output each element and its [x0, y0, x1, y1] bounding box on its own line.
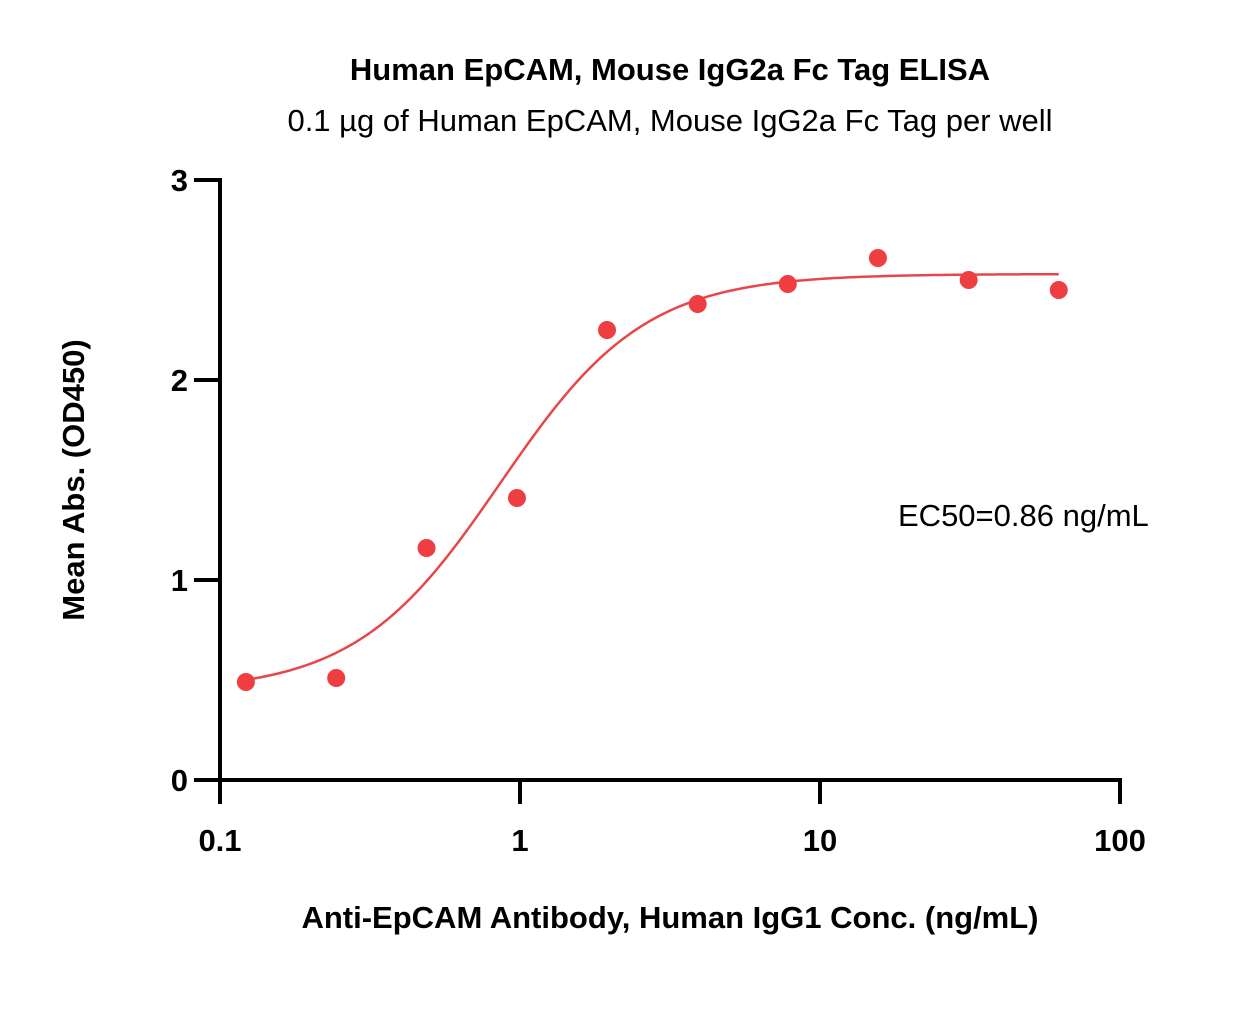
- data-point: [327, 669, 346, 687]
- y-axis: 0 1 2 3: [171, 163, 222, 798]
- data-point: [778, 275, 797, 293]
- data-point: [507, 489, 526, 507]
- x-ticks: 0.1 1 10 100: [198, 780, 1146, 858]
- x-tick-label: 1: [511, 823, 528, 858]
- data-point: [688, 295, 707, 313]
- chart-title: Human EpCAM, Mouse IgG2a Fc Tag ELISA: [350, 52, 990, 87]
- data-point: [868, 249, 887, 267]
- y-tick-label: 0: [171, 763, 188, 798]
- data-point: [598, 321, 617, 339]
- y-tick-label: 2: [171, 363, 188, 398]
- ec50-annotation: EC50=0.86 ng/mL: [898, 498, 1149, 533]
- y-axis-label: Mean Abs. (OD450): [56, 339, 91, 620]
- chart-subtitle: 0.1 µg of Human EpCAM, Mouse IgG2a Fc Ta…: [287, 103, 1052, 138]
- x-tick-label: 0.1: [198, 823, 241, 858]
- data-points: [236, 249, 1068, 691]
- plot-area: [236, 249, 1068, 691]
- data-point: [959, 271, 978, 289]
- y-tick-label: 1: [171, 563, 188, 598]
- x-tick-label: 10: [803, 823, 837, 858]
- fit-curve: [245, 272, 1059, 682]
- data-point: [236, 673, 255, 691]
- x-axis-label: Anti-EpCAM Antibody, Human IgG1 Conc. (n…: [301, 900, 1038, 935]
- y-tick-label: 3: [171, 163, 188, 198]
- data-point: [417, 539, 436, 557]
- x-axis: 0.1 1 10 100: [196, 778, 1146, 858]
- x-tick-label: 100: [1094, 823, 1146, 858]
- y-ticks: 0 1 2 3: [171, 163, 220, 798]
- data-point: [1049, 281, 1068, 299]
